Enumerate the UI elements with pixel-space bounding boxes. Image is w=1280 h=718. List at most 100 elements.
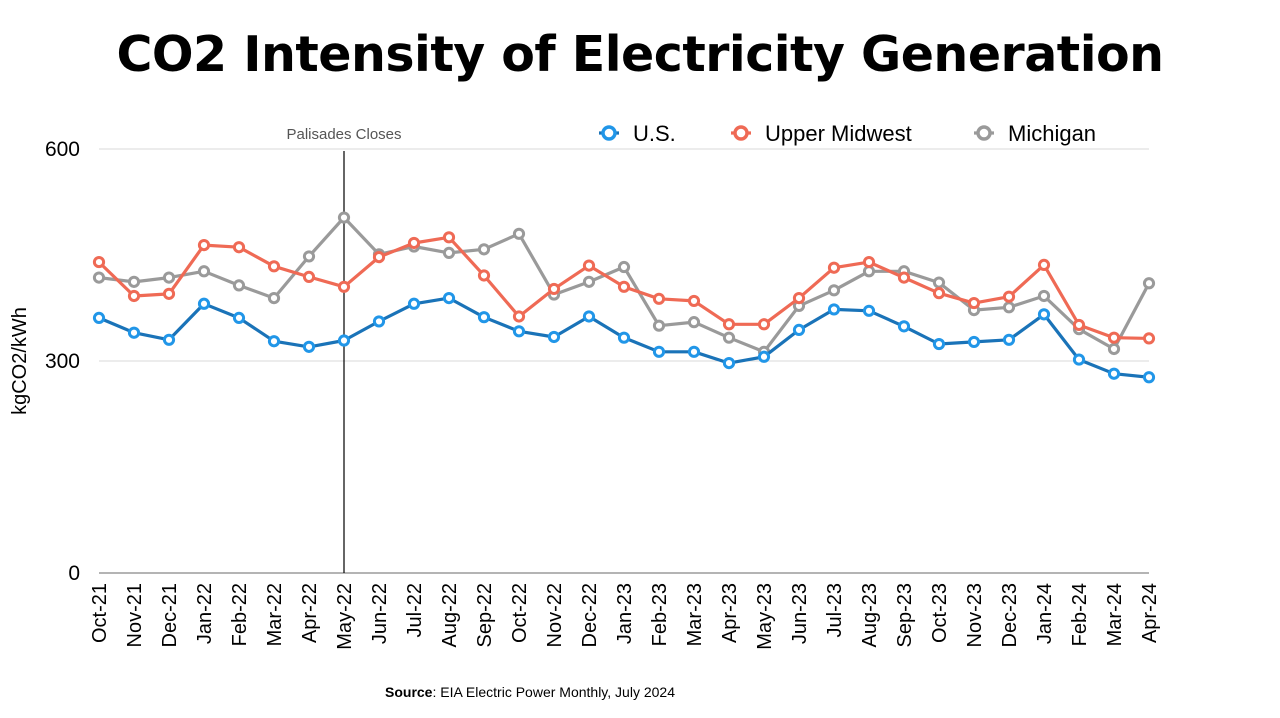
data-point: [337, 280, 351, 293]
data-point: [1037, 308, 1051, 321]
data-point: [652, 319, 666, 332]
data-point: [407, 236, 421, 250]
x-tick-label: Oct-21: [89, 583, 111, 643]
x-tick-label: Jun-22: [369, 583, 391, 644]
data-point: [1107, 367, 1121, 380]
data-point: [1002, 301, 1016, 314]
x-tick-label: Mar-22: [264, 583, 286, 646]
data-point: [1142, 277, 1156, 290]
y-tick-label: 300: [45, 350, 80, 373]
data-point: [1002, 333, 1016, 346]
data-point: [792, 292, 806, 305]
data-point: [512, 227, 526, 240]
x-tick-label: Jul-22: [404, 583, 426, 637]
legend-marker: [601, 125, 617, 141]
data-point: [127, 326, 141, 339]
data-point: [477, 269, 491, 282]
data-point: [547, 330, 561, 344]
data-point: [1037, 289, 1051, 303]
data-point: [337, 211, 351, 224]
x-tick-label: Jun-23: [789, 583, 811, 644]
y-tick-label: 0: [68, 562, 80, 585]
data-point: [92, 255, 106, 269]
data-point: [862, 304, 876, 317]
source-text: : EIA Electric Power Monthly, July 2024: [432, 684, 675, 700]
data-point: [617, 331, 631, 344]
x-tick-label: Mar-24: [1104, 583, 1126, 646]
data-point: [827, 261, 841, 274]
x-tick-label: Jan-23: [614, 583, 636, 644]
data-point: [582, 310, 596, 323]
legend-item: Michigan: [974, 121, 1096, 146]
data-point: [407, 297, 421, 310]
data-point: [1037, 258, 1051, 271]
data-point: [932, 276, 946, 289]
data-point: [582, 275, 596, 288]
data-point: [897, 271, 911, 284]
data-point: [722, 357, 736, 370]
data-point: [1142, 332, 1156, 345]
x-tick-label: Oct-22: [509, 583, 531, 643]
series: [92, 211, 1156, 384]
data-point: [302, 250, 316, 263]
x-tick-label: Aug-22: [439, 583, 461, 648]
source-label: Source: [385, 684, 433, 700]
x-tick-label: Nov-23: [964, 583, 986, 647]
series-u-s: [92, 292, 1156, 384]
data-point: [687, 294, 701, 308]
data-point: [162, 287, 176, 300]
data-point: [232, 311, 246, 324]
data-point: [477, 311, 491, 324]
data-point: [792, 323, 806, 337]
data-point: [1107, 342, 1121, 356]
x-tick-label: Aug-23: [859, 583, 881, 648]
data-point: [267, 292, 281, 305]
data-point: [1002, 290, 1016, 303]
data-point: [442, 231, 456, 244]
annotation-label: Palisades Closes: [286, 126, 401, 143]
data-point: [722, 318, 736, 331]
x-tick-label: Nov-22: [544, 583, 566, 647]
x-tick-label: Nov-21: [124, 583, 146, 647]
data-point: [512, 310, 526, 323]
x-tick-label: Sep-23: [894, 583, 916, 648]
x-tick-label: Apr-23: [719, 583, 741, 643]
data-point: [267, 260, 281, 273]
legend-label: Michigan: [1008, 121, 1096, 146]
data-point: [372, 251, 386, 264]
legend-label: U.S.: [633, 121, 676, 146]
y-tick-label: 600: [45, 138, 80, 161]
data-point: [372, 315, 386, 328]
data-point: [477, 243, 491, 256]
data-point: [127, 275, 141, 288]
data-point: [1107, 331, 1121, 344]
x-tick-label: Jan-22: [194, 583, 216, 644]
data-point: [337, 334, 351, 347]
data-point: [442, 246, 456, 259]
data-point: [1072, 353, 1086, 366]
data-point: [197, 265, 211, 278]
data-point: [267, 335, 281, 348]
x-tick-label: Feb-24: [1069, 583, 1091, 646]
legend-marker: [733, 125, 749, 141]
data-point: [302, 340, 316, 353]
data-point: [932, 287, 946, 300]
data-point: [232, 279, 246, 292]
chart-title: CO2 Intensity of Electricity Generation: [116, 26, 1164, 83]
x-tick-label: Jan-24: [1034, 583, 1056, 644]
data-point: [197, 239, 211, 252]
legend-label: Upper Midwest: [765, 121, 912, 146]
data-point: [92, 311, 106, 324]
data-point: [932, 337, 946, 351]
data-point: [442, 292, 456, 305]
y-axis-label: kgCO2/kWh: [9, 307, 31, 415]
x-tick-label: Apr-22: [299, 583, 321, 643]
x-tick-label: Feb-22: [229, 583, 251, 646]
gridlines: [99, 148, 1149, 362]
x-tick-label: May-22: [334, 583, 356, 650]
x-tick-label: Oct-23: [929, 583, 951, 643]
data-point: [162, 333, 176, 346]
data-point: [582, 259, 596, 272]
data-point: [827, 284, 841, 297]
data-point: [617, 260, 631, 274]
